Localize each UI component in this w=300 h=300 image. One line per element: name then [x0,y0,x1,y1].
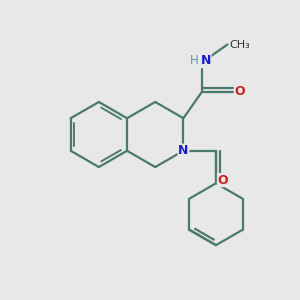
Text: CH₃: CH₃ [229,40,250,50]
Text: N: N [178,144,189,157]
Text: O: O [218,174,228,187]
Text: H: H [190,54,199,67]
Text: N: N [201,54,211,67]
Text: O: O [235,85,245,98]
